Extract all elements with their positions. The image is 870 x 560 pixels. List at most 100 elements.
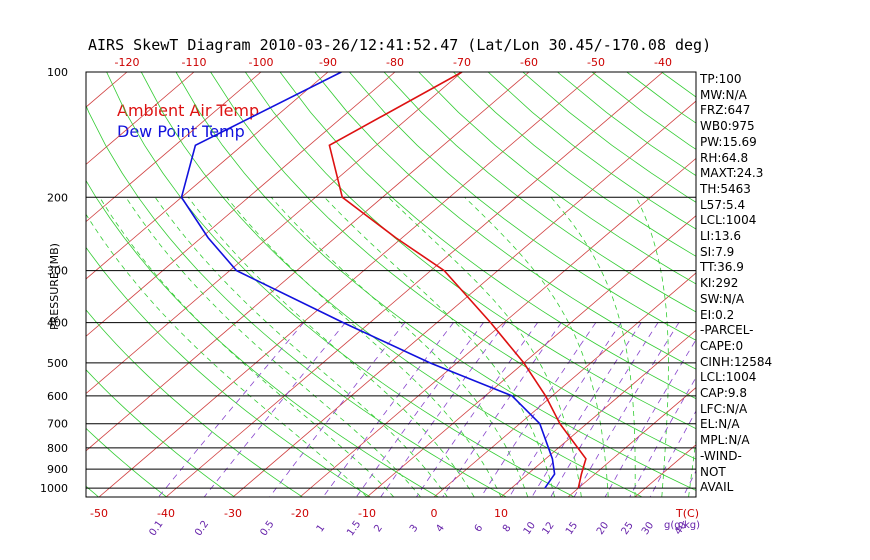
plot-area [0,72,696,497]
bottom-temp-tick-label: -10 [358,507,376,520]
moist-adiabat-line [226,197,502,497]
mixing-ratio-line [158,322,305,497]
index-item: L57:5.4 [700,197,746,212]
pressure-tick-label: 900 [47,463,68,476]
index-item: EI:0.2 [700,307,735,322]
x-axis-label: T(C) [675,507,699,520]
mixing-ratio-line [203,322,346,497]
dry-adiabat-line [0,72,31,497]
moist-adiabat-line [388,197,582,497]
mixing-ratio-line [380,322,506,497]
index-item: SI:7.9 [700,244,735,259]
bottom-temp-tick-label: 0 [431,507,438,520]
index-item: TH:5463 [700,181,751,196]
dry-adiabat-line [175,72,696,491]
index-item: AVAIL [700,480,734,495]
index-item: TT:36.9 [700,260,744,275]
isotherm-line [500,329,696,497]
mixing-ratio-tick-label: 15 [564,520,580,537]
mixing-ratio-line [604,339,696,497]
index-item: -PARCEL- [700,323,754,338]
mixing-ratio-tick-label: 1.5 [345,519,363,538]
index-item: -WIND- [700,448,742,463]
mixing-ratio-tick-label: 10 [522,520,538,537]
plot-frame [85,71,697,498]
moist-adiabat-line [187,197,475,497]
moist-adiabat-line [635,197,669,497]
pressure-tick-label: 700 [47,418,68,431]
dry-adiabat-line [86,369,235,497]
dry-adiabat-line [349,72,696,341]
isotherm-line [86,72,329,280]
index-item: CINH:12584 [700,354,773,369]
mixing-ratio-line [416,322,538,497]
dry-adiabat-line [279,72,696,400]
isotherm-line [98,72,597,497]
mixing-ratio-tick-label: 20 [595,520,611,537]
dry-adiabat-line [86,104,507,497]
pressure-tick-label: 800 [47,442,68,455]
mixing-ratio-tick-label: 1 [315,523,328,535]
isotherm-line [567,387,696,497]
dry-adiabat-line [453,72,696,257]
bottom-temp-tick-label: -20 [291,507,309,520]
index-item: CAPE:0 [700,338,744,353]
index-item: FRZ:647 [700,103,751,118]
mixing-ratio-line [649,410,696,497]
dry-adiabat-line [210,72,696,460]
top-temp-tick-label: -40 [654,56,672,69]
bottom-temp-tick-label: -30 [224,507,242,520]
bottom-temp-tick-label: -40 [157,507,175,520]
isotherm-line [299,157,696,497]
index-item: KI:292 [700,276,739,291]
top-temp-tick-label: -90 [319,56,337,69]
isotherm-line [433,272,696,497]
top-temp-tick-label: -50 [587,56,605,69]
dry-adiabat-line [86,179,439,497]
legend-ambient-air-temp: Ambient Air Temp [117,101,260,120]
index-item: NOT [700,464,726,479]
mixing-ratio-line [573,322,680,497]
pressure-tick-label: 400 [47,317,68,330]
moist-adiabat-line [271,197,529,497]
isotherm-line [86,72,128,108]
dry-adiabat-line [314,72,696,370]
ambient-air-temp-line [328,72,587,489]
mixing-ratio-tick-label: 0.2 [193,519,211,538]
mixing-ratio-tick-label: 12 [540,520,556,537]
dry-adiabat-line [86,309,303,497]
mixing-ratio-tick-label: 3 [408,523,421,535]
index-item: RH:64.8 [700,150,749,165]
mixing-ratio-line [550,322,659,497]
bottom-temp-tick-label: -50 [90,507,108,520]
bottom-temp-tick-label: 10 [494,507,508,520]
isotherm-line [86,72,396,337]
pressure-tick-label: 100 [47,66,68,79]
index-item: MAXT:24.3 [700,166,764,181]
moist-adiabat-line [550,197,636,497]
dry-adiabat-line [244,72,696,430]
dry-adiabat-line [106,72,575,497]
index-item: MW:N/A [700,87,747,102]
mixing-ratio-line [442,322,562,497]
moist-adiabat-line [464,197,609,497]
top-temp-tick-label: -60 [520,56,538,69]
isotherm-line [165,72,664,497]
top-temp-tick-label: -80 [386,56,404,69]
moist-adiabat-line [125,197,421,497]
isotherm-line [86,72,195,165]
index-item: LCL:1004 [700,370,757,385]
moist-adiabat-line [324,197,555,497]
mixing-ratio-line [322,322,454,497]
mixing-ratio-line [629,376,696,497]
index-item: MPL:N/A [700,433,750,448]
pressure-tick-label: 1000 [40,482,68,495]
mixing-ratio-tick-label: 30 [640,520,656,537]
index-item: LFC:N/A [700,401,748,416]
dry-adiabat-line [86,427,167,497]
mixing-ratio-axis-label: g(g/kg) [664,520,700,531]
index-item: EL:N/A [700,417,740,432]
pressure-tick-label: 500 [47,357,68,370]
mixing-ratio-tick-label: 0.5 [258,519,276,538]
